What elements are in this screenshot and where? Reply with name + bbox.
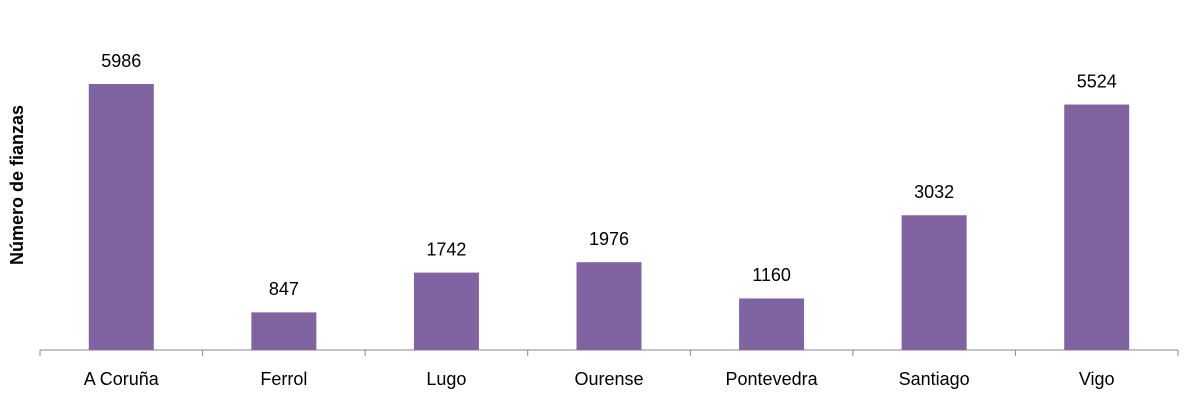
y-axis-title: Número de fianzas	[7, 105, 27, 265]
bar	[413, 272, 479, 350]
bar	[1064, 104, 1130, 350]
data-label: 847	[269, 279, 299, 299]
data-label: 5986	[101, 51, 141, 71]
bar	[739, 298, 805, 350]
bar	[88, 84, 154, 350]
bar	[251, 312, 317, 350]
x-tick-label: Pontevedra	[726, 369, 819, 389]
data-label: 1742	[426, 239, 466, 259]
data-label: 5524	[1077, 71, 1117, 91]
x-tick-label: A Coruña	[84, 369, 160, 389]
data-label: 1976	[589, 229, 629, 249]
data-label: 1160	[752, 265, 791, 285]
bar	[576, 262, 642, 350]
bar	[901, 215, 967, 350]
data-label: 3032	[914, 182, 954, 202]
x-tick-label: Ferrol	[260, 369, 307, 389]
x-tick-label: Lugo	[426, 369, 466, 389]
x-tick-label: Santiago	[899, 369, 970, 389]
x-tick-label: Vigo	[1079, 369, 1115, 389]
x-tick-label: Ourense	[574, 369, 643, 389]
